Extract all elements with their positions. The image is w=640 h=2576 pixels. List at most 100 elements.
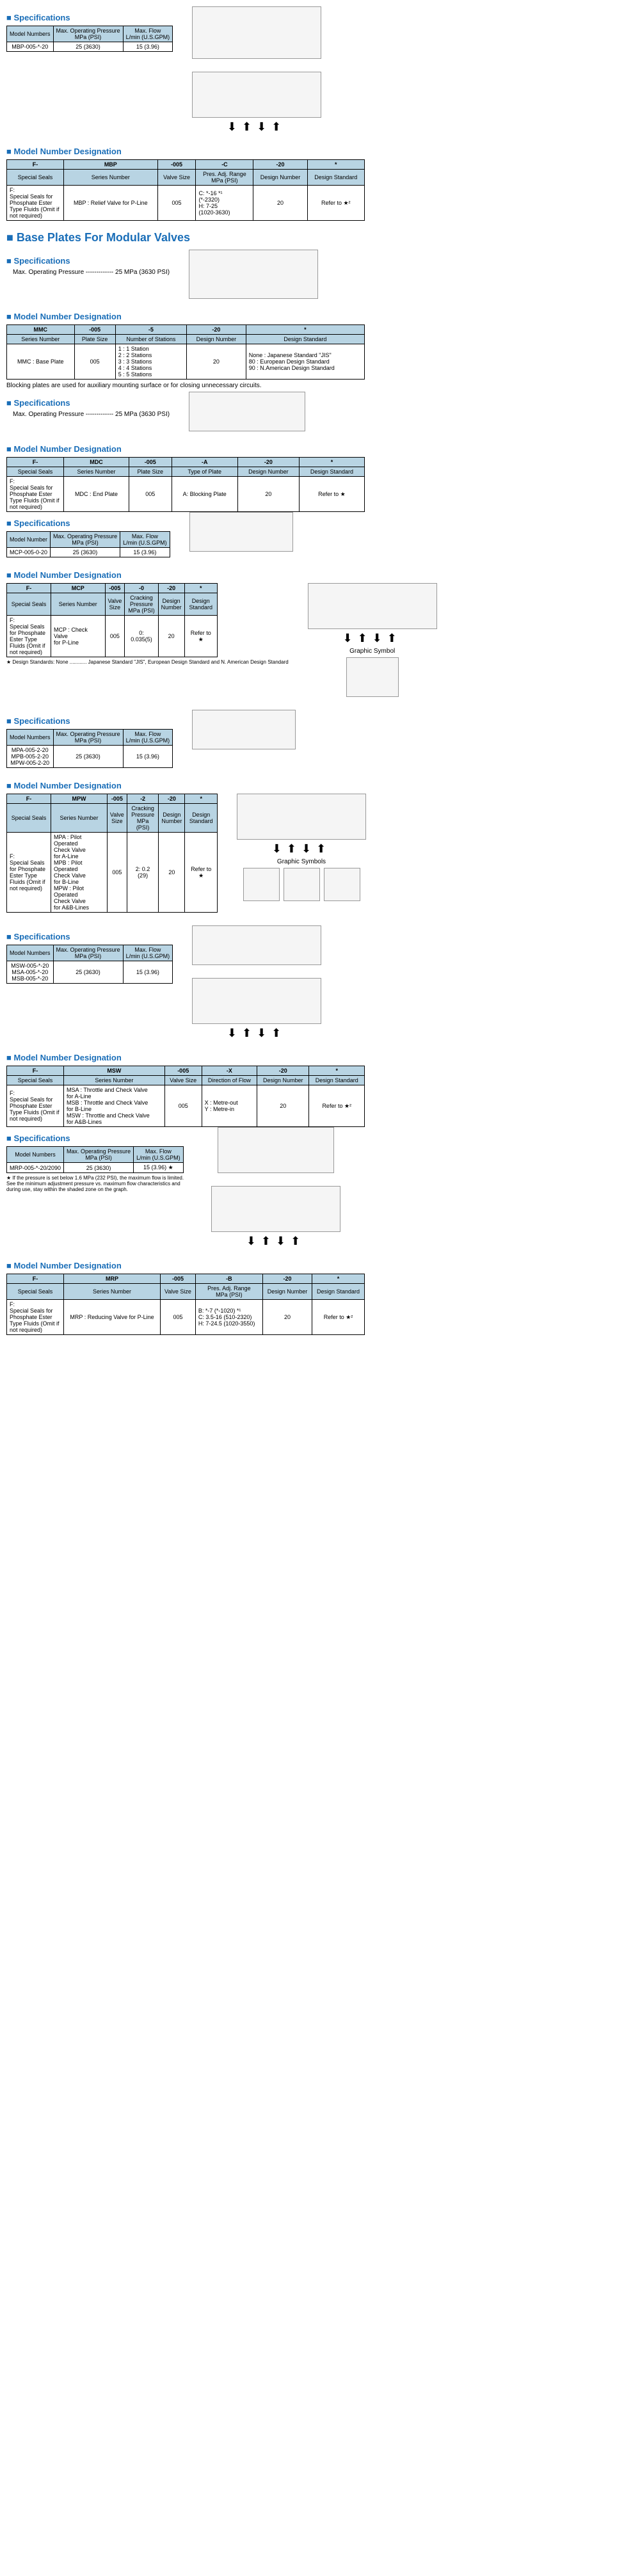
td: MDC : End Plate [64,477,129,512]
hc: -5 [115,325,186,335]
hc: -005 [105,584,125,593]
sub: Series Number [51,804,108,833]
mnd-title: Model Number Designation [6,1261,634,1270]
sub: Cracking Pressure MPa (PSI) [127,804,159,833]
th: Model Numbers [7,730,54,746]
sub: Design Number [159,804,185,833]
td: 15 (3.96) [123,746,173,768]
hc: -B [195,1274,262,1284]
sub: Plate Size [129,467,172,477]
mnd-table-mpw: F- MPW -005 -2 -20 * Special Seals Serie… [6,794,218,913]
hc: * [246,325,364,335]
td: 15 (3.96) [123,961,173,984]
mnd-table-mbp: F- MBP -005 -C -20 * Special Seals Serie… [6,159,365,221]
mpw-diagram [237,794,366,840]
hc: -005 [107,794,127,804]
td: 25 (3630) [53,42,123,52]
spec-table-mcp: Model Number Max. Operating Pressure MPa… [6,531,170,557]
mcp-diagram [308,583,437,629]
hc: -20 [187,325,246,335]
th: Max. Operating Pressure MPa (PSI) [53,730,123,746]
td: F: Special Seals for Phosphate Ester Typ… [7,1085,64,1127]
td: 2: 0.2 (29) [127,833,159,913]
th: Model Numbers [7,945,54,961]
sub: Series Number [64,1076,165,1085]
td: F: Special Seals for Phosphate Ester Typ… [7,477,64,512]
td: 1 : 1 Station 2 : 2 Stations 3 : 3 Stati… [115,344,186,380]
td: 005 [105,616,125,657]
sub: Number of Stations [115,335,186,344]
spec-text: Max. Operating Pressure ------------- 25… [13,269,170,276]
sub: Design Standard [185,804,218,833]
td: MPA : Pilot Operated Check Valve for A-L… [51,833,108,913]
spec-table-1: Model Numbers Max. Operating Pressure MP… [6,26,173,52]
td: MCP-005-0-20 [7,548,51,557]
td: B: *-7 (*-1020) *¹ C: 3.5-16 (510-2320) … [195,1300,262,1335]
spec-table-ms: Model Numbers Max. Operating Pressure MP… [6,945,173,984]
sub: Design Standard [312,1284,365,1300]
sub: Series Number [64,170,158,186]
sub: Design Standard [307,170,364,186]
mnd-title: Model Number Designation [6,312,634,321]
td: 20 [187,344,246,380]
td: MMC : Base Plate [7,344,75,380]
td: MSW-005-*-20 MSA-005-*-20 MSB-005-*-20 [7,961,54,984]
sub: Design Standard [299,467,364,477]
td: 20 [158,616,184,657]
sub: Valve Size [157,170,196,186]
hc: -20 [237,458,299,467]
spec-title: Specifications [6,1133,192,1143]
td: MCP : Check Valve for P-Line [51,616,106,657]
sub: Pres. Adj. Range MPa (PSI) [195,1284,262,1300]
hc: F- [7,794,51,804]
arrow-strip: ⬇⬆⬇⬆ [343,632,402,645]
hc: -005 [161,1274,196,1284]
td: 20 [253,186,307,221]
mnd-title: Model Number Designation [6,444,634,454]
hc: -0 [125,584,158,593]
td: Refer to ★² [309,1085,365,1127]
diagram-image-1 [192,72,321,118]
td: MRP : Reducing Valve for P-Line [64,1300,161,1335]
sub: Special Seals [7,1076,64,1085]
hc: -005 [74,325,115,335]
hc: -005 [164,1066,202,1076]
th: Max. Flow L/min (U.S.GPM) [123,730,173,746]
pressure-note: ★ If the pressure is set below 1.6 MPa (… [6,1175,192,1192]
td: Refer to ★² [312,1300,365,1335]
td: MRP-005-*-20/2090 [7,1163,64,1173]
td: 005 [74,344,115,380]
td: 0: 0.035(5) [125,616,158,657]
td: C: *-16 *¹ (*-2320) H: 7-25 (1020-3630) [196,186,253,221]
hc: MDC [64,458,129,467]
th: Max. Operating Pressure MPa (PSI) [51,532,120,548]
arrow-strip: ⬇⬆⬇⬆ [246,1235,305,1248]
th: Max. Operating Pressure MPa (PSI) [53,26,123,42]
sub: Plate Size [74,335,115,344]
hc: -C [196,160,253,170]
sub: Series Number [7,335,75,344]
td: 25 (3630) [53,961,123,984]
mnd-table-mmc: MMC -005 -5 -20 * Series Number Plate Si… [6,324,365,380]
th: Model Number [7,532,51,548]
hc: -20 [158,584,184,593]
graphic-symbol-b [284,868,320,901]
hc: -005 [157,160,196,170]
mnd-title: Model Number Designation [6,781,634,790]
th: Max. Operating Pressure MPa (PSI) [53,945,123,961]
hc: -2 [127,794,159,804]
mp-product-image [192,710,296,749]
sub: Special Seals [7,1284,64,1300]
spec-title: Specifications [6,518,170,528]
mrp-product-image [218,1127,334,1173]
graphic-symbol-w [324,868,360,901]
hc: -20 [262,1274,312,1284]
td: F: Special Seals for Phosphate Ester Typ… [7,186,64,221]
hc: F- [7,584,51,593]
td: 005 [129,477,172,512]
hc: MPW [51,794,108,804]
hc: * [185,794,218,804]
td: X : Metre-out Y : Metre-in [202,1085,257,1127]
th: Max. Flow L/min (U.S.GPM) [123,26,173,42]
td: Refer to ★ [299,477,364,512]
